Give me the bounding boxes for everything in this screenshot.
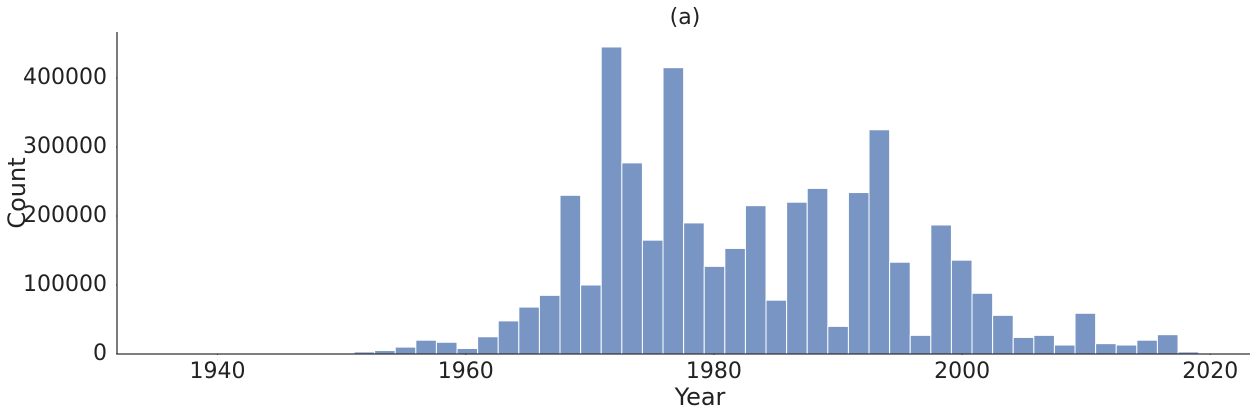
y-tick-label: 200000 <box>23 203 107 228</box>
x-tick-label: 1960 <box>438 359 494 384</box>
bar <box>600 46 623 355</box>
bar <box>662 67 685 355</box>
x-tick-label: 1940 <box>190 359 246 384</box>
bar <box>992 314 1014 355</box>
bar <box>786 201 808 355</box>
bar <box>806 187 829 355</box>
bar <box>394 346 417 355</box>
bar <box>909 334 932 355</box>
bar <box>703 265 726 355</box>
bar <box>971 292 994 355</box>
bar <box>518 306 540 355</box>
x-tick-label: 2000 <box>934 359 990 384</box>
y-tick-label: 400000 <box>23 65 107 90</box>
bar <box>456 347 479 355</box>
bar <box>765 299 788 355</box>
bar <box>641 239 664 355</box>
bar <box>950 259 973 355</box>
bar <box>580 284 602 355</box>
chart-title: (a) <box>670 5 701 30</box>
bar <box>1053 344 1076 355</box>
bar <box>868 129 891 355</box>
bar <box>1012 336 1035 355</box>
bar <box>930 224 952 355</box>
bar <box>1033 334 1055 355</box>
bar <box>497 320 520 355</box>
bar <box>1156 334 1179 355</box>
bar <box>1136 339 1158 355</box>
y-tick-label: 300000 <box>23 134 107 159</box>
y-tick-label: 100000 <box>23 272 107 297</box>
y-tick-label: 0 <box>93 341 107 366</box>
bar <box>538 294 561 355</box>
bar <box>621 162 643 355</box>
bar <box>559 194 582 355</box>
x-tick-label: 2020 <box>1182 359 1238 384</box>
x-axis-label: Year <box>674 383 726 411</box>
bar <box>827 325 849 355</box>
bar <box>477 336 499 355</box>
bar <box>435 341 458 355</box>
bar <box>744 205 767 355</box>
x-tick-label: 1980 <box>686 359 742 384</box>
bar <box>1095 343 1117 355</box>
bar <box>683 222 705 355</box>
bar <box>415 339 437 355</box>
bar <box>889 261 911 355</box>
bar <box>724 247 746 355</box>
bar <box>1115 344 1138 355</box>
bar <box>847 192 870 355</box>
bar <box>1074 312 1097 355</box>
y-axis-label: Count <box>3 157 31 228</box>
